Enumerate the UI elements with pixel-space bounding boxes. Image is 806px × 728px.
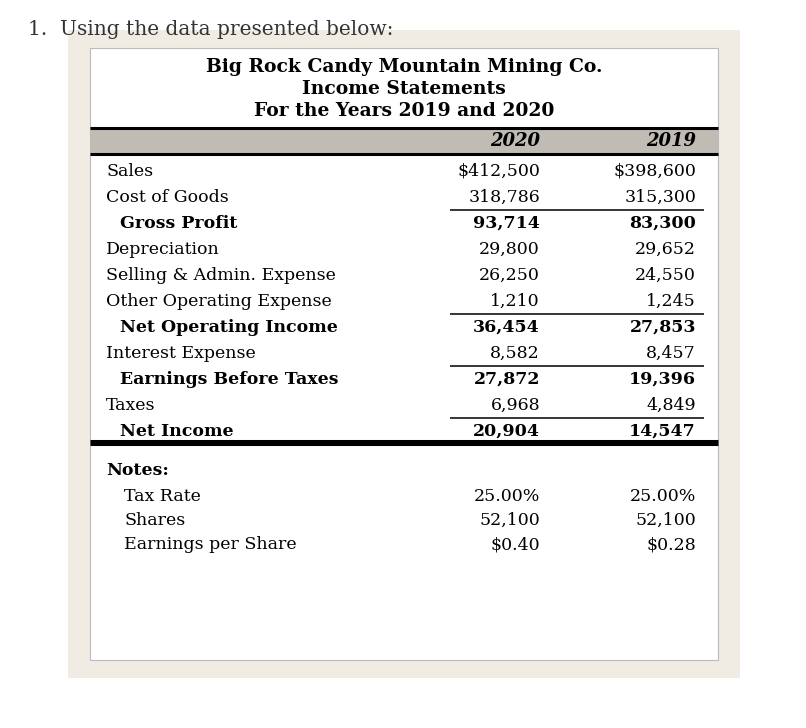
Text: 29,652: 29,652 xyxy=(635,240,696,258)
Text: 29,800: 29,800 xyxy=(480,240,540,258)
Text: Big Rock Candy Mountain Mining Co.: Big Rock Candy Mountain Mining Co. xyxy=(206,58,602,76)
Text: 26,250: 26,250 xyxy=(479,266,540,283)
Text: Cost of Goods: Cost of Goods xyxy=(106,189,229,205)
Text: 25.00%: 25.00% xyxy=(629,488,696,505)
Text: $412,500: $412,500 xyxy=(457,162,540,180)
Text: For the Years 2019 and 2020: For the Years 2019 and 2020 xyxy=(254,102,555,120)
Text: 14,547: 14,547 xyxy=(629,422,696,440)
Text: 6,968: 6,968 xyxy=(490,397,540,414)
Text: 1.  Using the data presented below:: 1. Using the data presented below: xyxy=(28,20,393,39)
Text: 4,849: 4,849 xyxy=(646,397,696,414)
Text: 24,550: 24,550 xyxy=(635,266,696,283)
Text: Gross Profit: Gross Profit xyxy=(120,215,238,232)
Text: 83,300: 83,300 xyxy=(629,215,696,232)
Text: Earnings per Share: Earnings per Share xyxy=(124,536,297,553)
Text: Shares: Shares xyxy=(124,512,185,529)
Text: Taxes: Taxes xyxy=(106,397,156,414)
Text: 2019: 2019 xyxy=(646,132,696,150)
Text: 8,582: 8,582 xyxy=(490,344,540,362)
Text: 36,454: 36,454 xyxy=(473,319,540,336)
Text: $0.28: $0.28 xyxy=(646,536,696,553)
Text: 25.00%: 25.00% xyxy=(474,488,540,505)
Text: Depreciation: Depreciation xyxy=(106,240,220,258)
Text: Net Operating Income: Net Operating Income xyxy=(120,319,338,336)
FancyBboxPatch shape xyxy=(90,48,718,660)
Text: $398,600: $398,600 xyxy=(613,162,696,180)
Text: Other Operating Expense: Other Operating Expense xyxy=(106,293,332,309)
Text: Net Income: Net Income xyxy=(120,422,234,440)
Text: 315,300: 315,300 xyxy=(624,189,696,205)
Text: Sales: Sales xyxy=(106,162,153,180)
Text: 1,210: 1,210 xyxy=(490,293,540,309)
Text: 27,872: 27,872 xyxy=(474,371,540,387)
Text: Earnings Before Taxes: Earnings Before Taxes xyxy=(120,371,339,387)
Text: Selling & Admin. Expense: Selling & Admin. Expense xyxy=(106,266,336,283)
Text: 2020: 2020 xyxy=(490,132,540,150)
Text: 93,714: 93,714 xyxy=(473,215,540,232)
Text: $0.40: $0.40 xyxy=(490,536,540,553)
Text: 52,100: 52,100 xyxy=(480,512,540,529)
Text: 27,853: 27,853 xyxy=(629,319,696,336)
Text: Notes:: Notes: xyxy=(106,462,169,479)
Text: 20,904: 20,904 xyxy=(473,422,540,440)
Text: Tax Rate: Tax Rate xyxy=(124,488,201,505)
Text: 1,245: 1,245 xyxy=(646,293,696,309)
Text: 19,396: 19,396 xyxy=(629,371,696,387)
Text: 52,100: 52,100 xyxy=(635,512,696,529)
Text: Income Statements: Income Statements xyxy=(302,80,506,98)
Text: Interest Expense: Interest Expense xyxy=(106,344,256,362)
FancyBboxPatch shape xyxy=(68,30,740,678)
Text: 8,457: 8,457 xyxy=(646,344,696,362)
FancyBboxPatch shape xyxy=(90,128,718,154)
Text: 318,786: 318,786 xyxy=(468,189,540,205)
